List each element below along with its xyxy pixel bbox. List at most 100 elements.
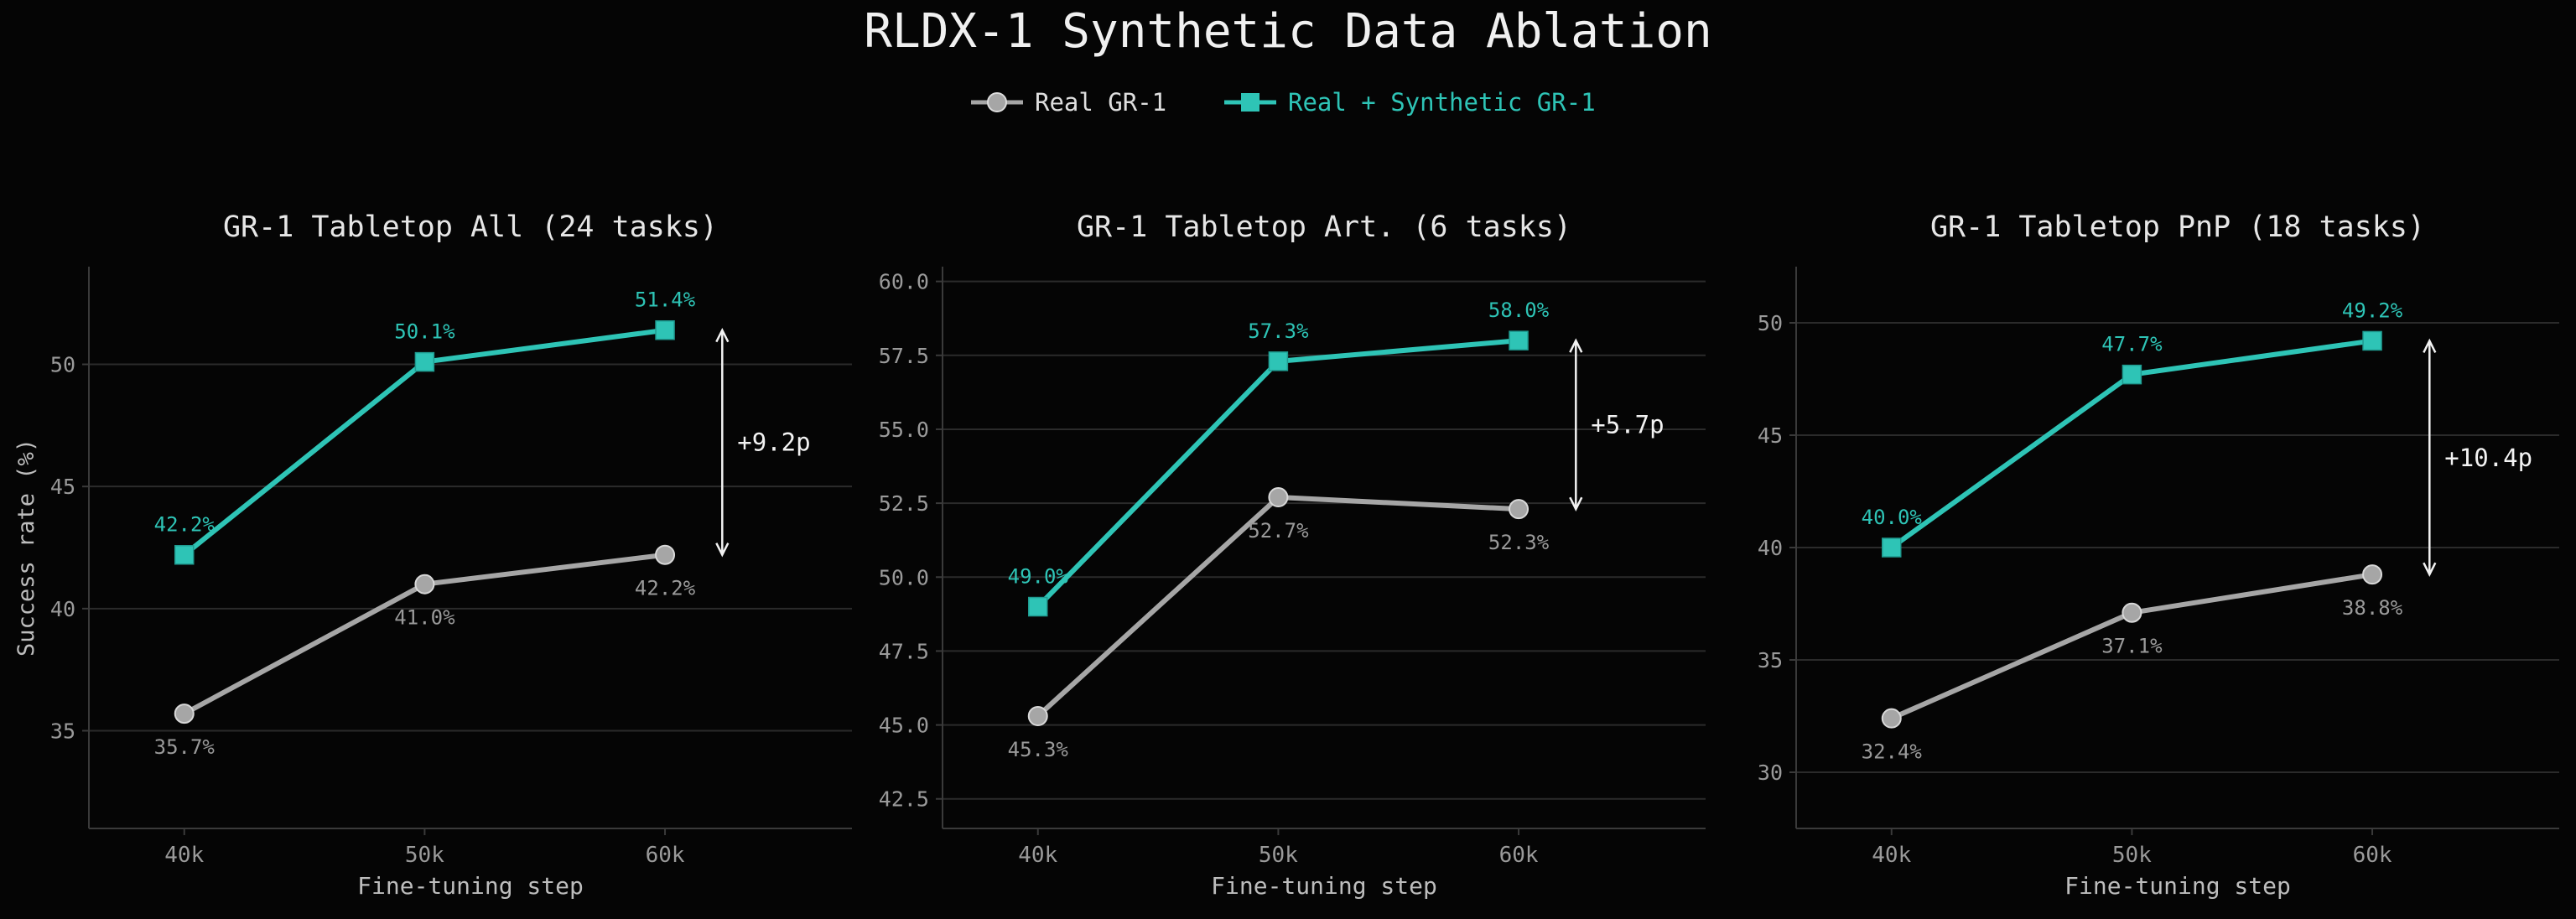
synthetic-point <box>1509 330 1529 350</box>
x-tick-label: 60k <box>2353 843 2392 868</box>
legend-item: Real GR-1 <box>971 88 1166 117</box>
synthetic-data-label: 50.1% <box>394 320 455 344</box>
real-point <box>414 574 435 594</box>
gap-arrow-head-top <box>715 327 730 343</box>
gap-arrow-head-bottom <box>1569 496 1583 511</box>
real-data-label: 35.7% <box>154 735 216 759</box>
gap-annotation: +9.2p <box>715 327 811 558</box>
legend-marker-circle <box>987 92 1007 112</box>
synthetic-data-label: 49.0% <box>1008 565 1069 589</box>
legend-label: Real GR-1 <box>1035 88 1166 117</box>
x-tick-label: 60k <box>646 843 685 868</box>
x-tick-label: 60k <box>1499 843 1539 868</box>
real-data-label: 52.3% <box>1488 531 1550 554</box>
y-tick-label: 50 <box>50 353 75 377</box>
panel-title: GR-1 Tabletop PnP (18 tasks) <box>1930 210 2425 244</box>
synthetic-point <box>1268 351 1289 371</box>
gap-arrow-head-top <box>1569 338 1583 353</box>
x-tick-label: 40k <box>164 843 204 868</box>
x-tick-label: 50k <box>2112 843 2152 868</box>
y-tick-label: 50 <box>1758 311 1783 335</box>
gap-arrow-head-bottom <box>715 543 730 558</box>
panel-title: GR-1 Tabletop Art. (6 tasks) <box>1077 210 1571 244</box>
x-tick-label: 40k <box>1018 843 1057 868</box>
synthetic-data-label: 42.2% <box>154 513 216 537</box>
gap-arrow-head-bottom <box>2423 562 2437 577</box>
chart-panel: 30 35 40 45 50 40k 50k 60k GR-1 Tabletop PnP (18… <box>1758 210 2559 900</box>
synthetic-point <box>414 351 435 372</box>
series-synthetic: 42.2% 50.1% 51.4% <box>154 288 696 565</box>
real-point <box>174 704 195 724</box>
x-tick-label: 50k <box>405 843 444 868</box>
real-data-label: 32.4% <box>1862 740 1923 764</box>
real-data-label: 42.2% <box>635 577 696 600</box>
y-tick-label: 40 <box>1758 536 1783 560</box>
synthetic-point <box>1882 537 1902 558</box>
y-tick-label: 45.0 <box>879 714 929 738</box>
y-tick-label: 60.0 <box>879 270 929 294</box>
gap-annotation-label: +9.2p <box>737 428 810 457</box>
legend-label: Real + Synthetic GR-1 <box>1288 88 1596 117</box>
y-tick-label: 45 <box>1758 423 1783 448</box>
chart-panels: 35 40 45 50 40k 50k 60k GR-1 Tabletop All (24 t… <box>13 210 2559 900</box>
real-point <box>655 544 676 565</box>
synthetic-data-label: 51.4% <box>635 288 696 312</box>
y-tick-label: 50.0 <box>879 565 929 589</box>
synthetic-data-label: 49.2% <box>2342 299 2403 322</box>
series-synthetic: 49.0% 57.3% 58.0% <box>1008 299 1550 617</box>
synthetic-point <box>655 319 675 340</box>
legend-marker-square <box>1241 93 1259 112</box>
real-point <box>1268 487 1289 508</box>
synthetic-data-label: 47.7% <box>2101 333 2163 356</box>
x-tick-label: 50k <box>1259 843 1298 868</box>
chart-panel: 35 40 45 50 40k 50k 60k GR-1 Tabletop All (24 t… <box>13 210 852 900</box>
legend: Real GR-1 Real + Synthetic GR-1 <box>971 88 1596 117</box>
y-tick-label: 55.0 <box>879 418 929 442</box>
x-axis-label: Fine-tuning step <box>1211 872 1437 900</box>
real-point <box>1881 708 1902 729</box>
y-tick-label: 42.5 <box>879 787 929 812</box>
gap-annotation-label: +10.4p <box>2444 444 2532 472</box>
y-tick-label: 35 <box>1758 648 1783 672</box>
figure-title: RLDX-1 Synthetic Data Ablation <box>864 4 1711 59</box>
real-data-label: 37.1% <box>2101 635 2163 658</box>
real-data-label: 41.0% <box>394 606 455 630</box>
real-data-label: 38.8% <box>2342 596 2403 620</box>
real-point <box>2122 602 2142 623</box>
y-tick-label: 35 <box>50 719 75 743</box>
real-data-label: 52.7% <box>1248 519 1309 543</box>
synthetic-point <box>1028 596 1048 617</box>
gap-annotation: +5.7p <box>1569 338 1665 511</box>
synthetic-point <box>2122 364 2142 385</box>
gap-annotation-label: +5.7p <box>1591 411 1664 439</box>
synthetic-data-label: 40.0% <box>1862 506 1923 529</box>
x-axis-label: Fine-tuning step <box>357 872 584 900</box>
real-point <box>1509 499 1530 520</box>
synthetic-point <box>2362 330 2382 351</box>
y-tick-label: 47.5 <box>879 639 929 663</box>
gap-arrow-head-top <box>2423 338 2437 353</box>
y-tick-label: 30 <box>1758 761 1783 785</box>
legend-item: Real + Synthetic GR-1 <box>1224 88 1596 117</box>
synthetic-point <box>174 544 195 565</box>
synthetic-data-label: 58.0% <box>1488 299 1550 322</box>
synthetic-line <box>1036 338 1519 609</box>
series-synthetic: 40.0% 47.7% 49.2% <box>1862 299 2403 558</box>
y-tick-label: 57.5 <box>879 344 929 368</box>
y-tick-label: 45 <box>50 475 75 499</box>
y-tick-label: 40 <box>50 597 75 621</box>
y-tick-label: 52.5 <box>879 491 929 516</box>
chart-panel: 42.5 45.0 47.5 50.0 52.5 55.0 57.5 60.0 40k 50k 60… <box>879 210 1706 900</box>
real-point <box>2362 564 2383 585</box>
series-real: 35.7% 41.0% 42.2% <box>154 544 696 759</box>
x-axis-label: Fine-tuning step <box>2064 872 2291 900</box>
synthetic-data-label: 57.3% <box>1248 319 1309 343</box>
series-real: 32.4% 37.1% 38.8% <box>1862 564 2403 764</box>
real-point <box>1027 706 1048 726</box>
series-real: 45.3% 52.7% 52.3% <box>1008 487 1550 761</box>
real-data-label: 45.3% <box>1008 738 1069 761</box>
y-axis-label: Success rate (%) <box>13 439 39 657</box>
gap-annotation: +10.4p <box>2423 338 2532 577</box>
